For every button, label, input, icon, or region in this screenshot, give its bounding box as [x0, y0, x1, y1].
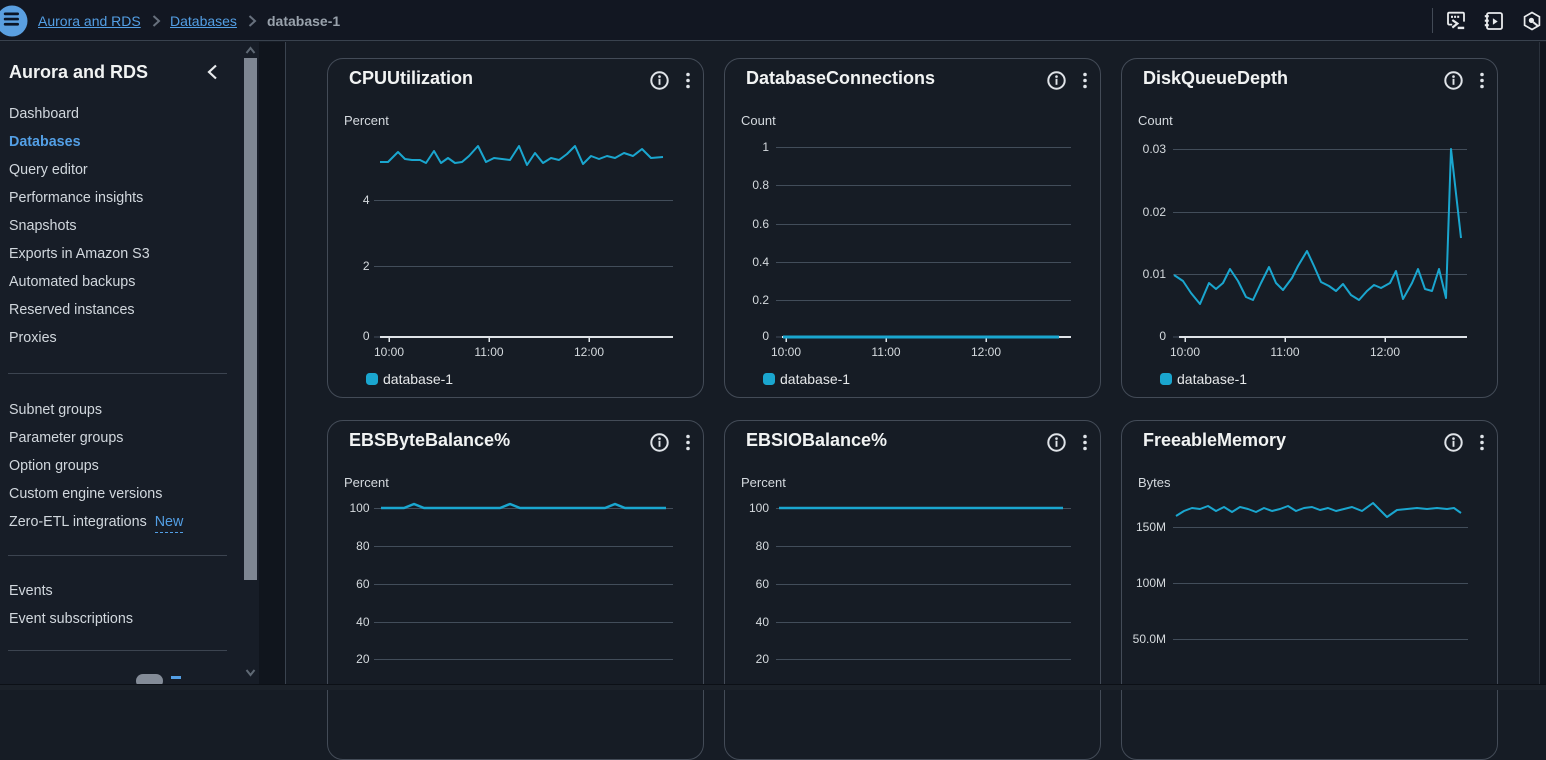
svg-text:11:00: 11:00: [871, 345, 900, 359]
svg-text:0.4: 0.4: [752, 255, 769, 269]
svg-text:50.0M: 50.0M: [1133, 632, 1166, 646]
svg-text:0: 0: [1159, 329, 1166, 343]
svg-text:150M: 150M: [1136, 520, 1166, 534]
svg-text:60: 60: [756, 577, 770, 591]
svg-text:12:00: 12:00: [1370, 345, 1400, 359]
svg-text:40: 40: [356, 615, 370, 629]
svg-text:0.01: 0.01: [1143, 267, 1167, 281]
svg-text:100: 100: [349, 501, 369, 515]
svg-text:0.02: 0.02: [1143, 205, 1167, 219]
svg-text:database-1: database-1: [1177, 371, 1247, 387]
svg-text:10:00: 10:00: [1170, 345, 1200, 359]
svg-text:0.03: 0.03: [1143, 142, 1167, 156]
svg-text:0.6: 0.6: [752, 217, 769, 231]
svg-text:0: 0: [762, 329, 769, 343]
svg-text:4: 4: [363, 193, 370, 207]
svg-text:100: 100: [749, 501, 769, 515]
svg-text:80: 80: [356, 539, 370, 553]
svg-text:0: 0: [363, 329, 370, 343]
svg-text:60: 60: [356, 577, 370, 591]
svg-text:database-1: database-1: [383, 371, 453, 387]
svg-text:2: 2: [363, 259, 370, 273]
svg-text:20: 20: [756, 652, 770, 666]
svg-text:12:00: 12:00: [971, 345, 1001, 359]
svg-text:11:00: 11:00: [474, 345, 503, 359]
svg-text:10:00: 10:00: [771, 345, 801, 359]
svg-text:database-1: database-1: [780, 371, 850, 387]
svg-text:40: 40: [756, 615, 770, 629]
svg-text:80: 80: [756, 539, 770, 553]
svg-text:0.2: 0.2: [752, 293, 769, 307]
svg-text:1: 1: [762, 140, 769, 154]
svg-text:100M: 100M: [1136, 576, 1166, 590]
svg-text:12:00: 12:00: [574, 345, 604, 359]
svg-text:0.8: 0.8: [752, 178, 769, 192]
svg-text:10:00: 10:00: [374, 345, 404, 359]
svg-text:11:00: 11:00: [1270, 345, 1299, 359]
svg-text:20: 20: [356, 652, 370, 666]
